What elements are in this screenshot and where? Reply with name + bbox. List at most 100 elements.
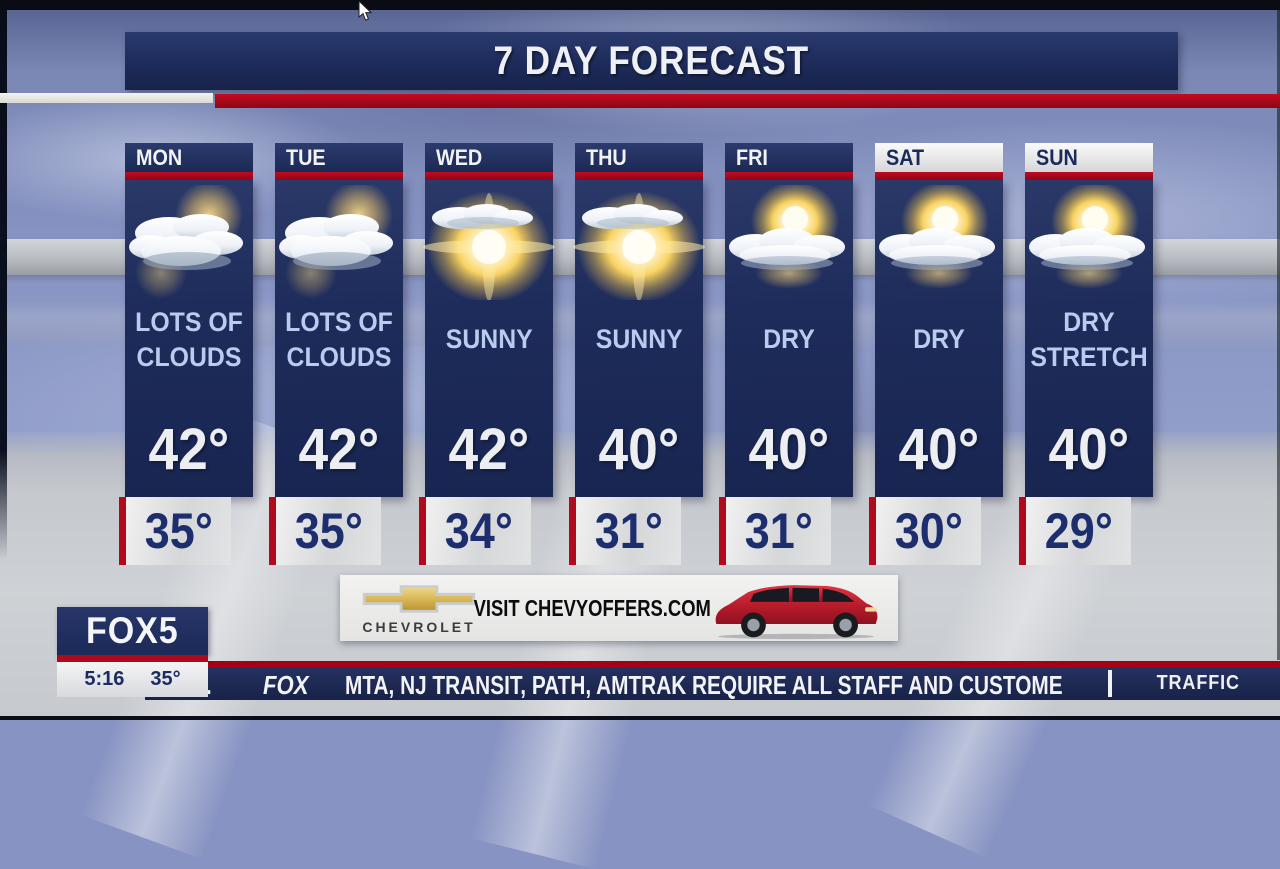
low-box-red-bar (419, 497, 426, 565)
day-panel: DRY STRETCH 40° (1025, 180, 1153, 497)
partly-sunny-icon (721, 185, 857, 300)
day-panel: LOTS OF CLOUDS 42° (275, 180, 403, 497)
sponsor-brand: CHEVROLET (362, 619, 476, 635)
day-name: SUN (1036, 144, 1078, 170)
sunny-icon (571, 185, 707, 300)
low-temperature: 34° (444, 503, 513, 559)
partly-sunny-icon (871, 185, 1007, 300)
sponsor-banner: CHEVROLET VISIT CHEVYOFFERS.COM (340, 575, 898, 641)
condition-text: SUNNY (445, 324, 533, 355)
header-red-divider (725, 172, 853, 180)
high-temperature: 42° (148, 417, 230, 482)
condition-text: LOTS OF CLOUDS (135, 306, 243, 372)
high-temperature: 40° (598, 417, 680, 482)
time-temp-bar: 5:16 35° (57, 662, 208, 697)
day-name-header: SUN (1025, 143, 1153, 172)
day-name: MON (136, 144, 183, 170)
low-temperature-box: 29° (1019, 497, 1131, 565)
low-box-red-bar (869, 497, 876, 565)
page-title: 7 DAY FORECAST (493, 38, 810, 83)
day-panel: LOTS OF CLOUDS 42° (125, 180, 253, 497)
low-temperature-box: 31° (719, 497, 831, 565)
day-panel: DRY 40° (725, 180, 853, 497)
forecast-day-column: SUN DRY STRETCH 40° 29° (1019, 143, 1153, 565)
day-name: WED (436, 144, 483, 170)
low-temperature-box: 34° (419, 497, 531, 565)
current-temperature: 35° (150, 668, 181, 690)
forecast-day-column: SAT DRY 40° 30° (869, 143, 1003, 565)
day-name-header: FRI (725, 143, 853, 172)
sponsor-message: VISIT CHEVYOFFERS.COM (473, 594, 711, 621)
low-box-red-bar (269, 497, 276, 565)
condition-text: SUNNY (595, 324, 683, 355)
high-temperature: 42° (448, 417, 530, 482)
chevrolet-bowtie-icon (356, 582, 482, 616)
clock-time: 5:16 (84, 668, 125, 690)
mouse-cursor-icon (358, 1, 372, 21)
day-name: TUE (286, 144, 326, 170)
day-name-header: TUE (275, 143, 403, 172)
ticker-headline: MTA, NJ TRANSIT, PATH, AMTRAK REQUIRE AL… (345, 670, 1063, 700)
header-red-divider (425, 172, 553, 180)
frame-right-edge (1277, 10, 1280, 660)
header-red-divider (275, 172, 403, 180)
station-bug: FOX5 5:16 35° (57, 607, 208, 697)
title-underline-white-segment (0, 93, 213, 103)
low-temperature-box: 35° (269, 497, 381, 565)
day-name-header: THU (575, 143, 703, 172)
sunny-icon (421, 185, 557, 300)
ticker-divider (1108, 670, 1112, 697)
low-box-red-bar (119, 497, 126, 565)
condition-text: LOTS OF CLOUDS (285, 306, 393, 372)
forecast-day-column: MON LOTS OF CLOUDS 42° 35° (119, 143, 253, 565)
ticker-category-label: TRAFFIC (1156, 672, 1240, 694)
low-temperature: 30° (894, 503, 963, 559)
station-logo: FOX5 (57, 607, 208, 655)
high-temperature: 42° (298, 417, 380, 482)
day-name: THU (586, 144, 627, 170)
mostly-cloudy-icon (121, 185, 257, 300)
header-red-divider (575, 172, 703, 180)
frame-bottom-edge (0, 716, 1280, 720)
header-red-divider (1025, 172, 1153, 180)
low-temperature: 31° (744, 503, 813, 559)
day-panel: DRY 40° (875, 180, 1003, 497)
day-panel: SUNNY 40° (575, 180, 703, 497)
low-temperature: 29° (1044, 503, 1113, 559)
news-ticker: T. FOX MTA, NJ TRANSIT, PATH, AMTRAK REQ… (145, 661, 1280, 700)
forecast-day-column: THU SUNNY 40° 31° (569, 143, 703, 565)
high-temperature: 40° (748, 417, 830, 482)
condition-text: DRY STRETCH (1030, 306, 1148, 372)
station-logo-red-bar (57, 655, 208, 662)
mostly-cloudy-icon (271, 185, 407, 300)
day-name-header: MON (125, 143, 253, 172)
day-name-header: WED (425, 143, 553, 172)
condition-text: DRY (913, 324, 965, 355)
forecast-day-column: FRI DRY 40° 31° (719, 143, 853, 565)
title-underline-red-bar (215, 94, 1280, 108)
header-red-divider (875, 172, 1003, 180)
low-temperature: 35° (144, 503, 213, 559)
day-name: FRI (736, 144, 768, 170)
day-name: SAT (886, 144, 925, 170)
low-temperature: 35° (294, 503, 363, 559)
forecast-day-column: TUE LOTS OF CLOUDS 42° 35° (269, 143, 403, 565)
low-temperature-box: 31° (569, 497, 681, 565)
red-suv-image (698, 578, 894, 640)
day-panel: SUNNY 42° (425, 180, 553, 497)
fox-network-logo: FOX (263, 670, 309, 700)
header-red-divider (125, 172, 253, 180)
frame-left-edge (0, 10, 7, 560)
low-box-red-bar (719, 497, 726, 565)
low-temperature-box: 35° (119, 497, 231, 565)
forecast-title-bar: 7 DAY FORECAST (125, 32, 1178, 90)
letterbox-top-edge (0, 0, 1280, 10)
low-temperature-box: 30° (869, 497, 981, 565)
low-box-red-bar (1019, 497, 1026, 565)
partly-sunny-icon (1021, 185, 1157, 300)
low-temperature: 31° (594, 503, 663, 559)
low-box-red-bar (569, 497, 576, 565)
high-temperature: 40° (898, 417, 980, 482)
day-name-header: SAT (875, 143, 1003, 172)
high-temperature: 40° (1048, 417, 1130, 482)
